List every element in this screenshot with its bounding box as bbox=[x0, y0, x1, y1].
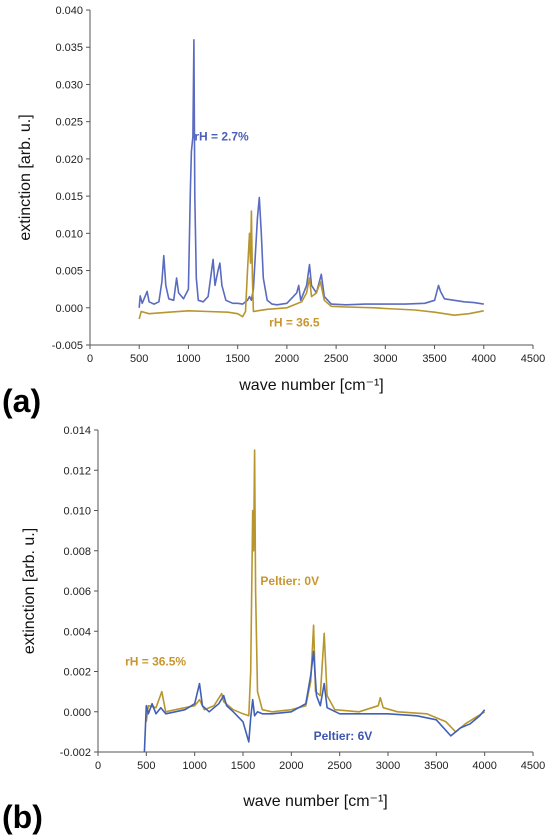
y-tick-label: 0.002 bbox=[63, 667, 91, 679]
x-tick-label: 1500 bbox=[231, 760, 255, 772]
y-tick-label: 0.000 bbox=[55, 303, 83, 315]
y-tick-label: 0.008 bbox=[63, 546, 91, 558]
y-tick-label: 0.004 bbox=[63, 626, 91, 638]
y-tick-label: 0.012 bbox=[63, 465, 91, 477]
y-tick-label: 0.035 bbox=[55, 42, 83, 54]
series-line-1 bbox=[145, 449, 486, 733]
annotation-label: Peltier: 6V bbox=[314, 729, 373, 743]
panel-label: (b) bbox=[2, 799, 43, 835]
y-tick-label: -0.002 bbox=[60, 747, 91, 759]
x-tick-label: 0 bbox=[95, 760, 101, 772]
y-tick-label: 0.014 bbox=[63, 425, 91, 437]
x-tick-label: 2000 bbox=[279, 760, 303, 772]
series-line-2 bbox=[138, 210, 484, 320]
x-tick-label: 4500 bbox=[521, 760, 545, 772]
chart-panel-a: 0 500 1000 1500 2000 2500 3000 3500 4000 4500 -0.0… bbox=[2, 5, 545, 419]
x-tick-label: 500 bbox=[130, 353, 148, 365]
x-axis-label: wave number [cm⁻¹] bbox=[242, 793, 387, 810]
x-tick-label: 3500 bbox=[424, 760, 448, 772]
x-tick-label: 1000 bbox=[182, 760, 206, 772]
x-tick-label: 4500 bbox=[521, 353, 545, 365]
x-tick-label: 2500 bbox=[327, 760, 351, 772]
x-tick-label: 2000 bbox=[275, 353, 299, 365]
series-line-2 bbox=[143, 650, 486, 753]
series-line-1 bbox=[138, 39, 484, 308]
y-axis-label: extinction [arb. u.] bbox=[21, 528, 38, 654]
y-tick-label: 0.040 bbox=[55, 5, 83, 17]
x-tick-label: 500 bbox=[137, 760, 155, 772]
y-tick-label: 0.010 bbox=[63, 506, 91, 518]
y-tick-label: -0.005 bbox=[52, 340, 83, 352]
annotation-label: rH = 2.7% bbox=[194, 129, 249, 143]
x-tick-label: 4000 bbox=[472, 760, 496, 772]
x-tick-label: 3000 bbox=[373, 353, 397, 365]
annotation-label: rH = 36.5% bbox=[125, 654, 186, 668]
x-tick-label: 2500 bbox=[324, 353, 348, 365]
x-tick-label: 4000 bbox=[472, 353, 496, 365]
x-tick-label: 1000 bbox=[176, 353, 200, 365]
y-tick-label: 0.025 bbox=[55, 117, 83, 129]
chart-panel-b: 0 500 1000 1500 2000 2500 3000 3500 4000 4500 -0.0… bbox=[2, 425, 545, 835]
x-tick-label: 3000 bbox=[376, 760, 400, 772]
y-tick-label: 0.005 bbox=[55, 266, 83, 278]
y-axis-label: extinction [arb. u.] bbox=[17, 114, 34, 240]
annotation-label: Peltier: 0V bbox=[260, 574, 319, 588]
x-tick-label: 1500 bbox=[225, 353, 249, 365]
x-axis-label: wave number [cm⁻¹] bbox=[238, 377, 383, 394]
y-tick-label: 0.000 bbox=[63, 707, 91, 719]
y-tick-label: 0.015 bbox=[55, 191, 83, 203]
y-tick-label: 0.030 bbox=[55, 79, 83, 91]
annotation-label: rH = 36.5 bbox=[269, 315, 320, 329]
x-tick-label: 0 bbox=[87, 353, 93, 365]
x-tick-label: 3500 bbox=[422, 353, 446, 365]
y-tick-label: 0.010 bbox=[55, 228, 83, 240]
panel-label: (a) bbox=[2, 383, 41, 419]
y-tick-label: 0.006 bbox=[63, 586, 91, 598]
y-tick-label: 0.020 bbox=[55, 154, 83, 166]
